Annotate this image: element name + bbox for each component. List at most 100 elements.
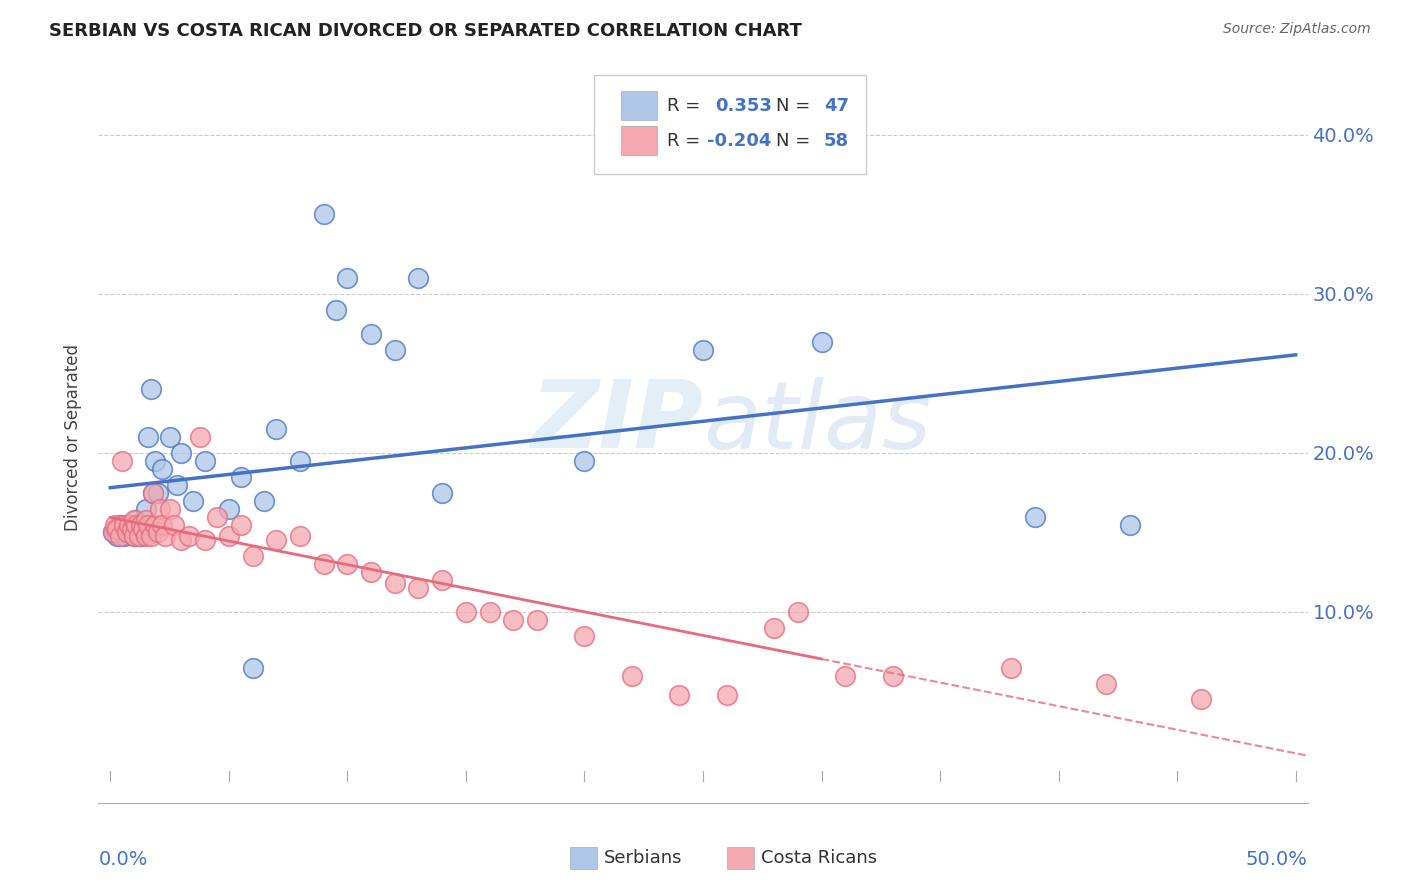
Point: [834, 668, 856, 682]
Point: [716, 688, 738, 702]
Point: [159, 430, 181, 444]
Text: Serbians: Serbians: [603, 848, 682, 867]
Point: [136, 430, 159, 444]
Point: [146, 485, 169, 500]
Point: [288, 529, 311, 543]
Point: [142, 485, 165, 500]
Point: [1024, 509, 1046, 524]
Point: [288, 454, 311, 468]
Point: [143, 454, 166, 468]
Point: [242, 549, 264, 564]
Point: [108, 517, 131, 532]
Point: [668, 688, 690, 702]
Point: [253, 493, 276, 508]
Point: [692, 343, 714, 357]
Point: [128, 529, 150, 543]
Point: [264, 533, 287, 548]
FancyBboxPatch shape: [621, 126, 657, 155]
Point: [163, 517, 186, 532]
Point: [101, 525, 124, 540]
Point: [118, 517, 141, 532]
FancyBboxPatch shape: [595, 75, 866, 174]
Point: [108, 529, 131, 543]
Point: [478, 605, 501, 619]
Point: [574, 629, 596, 643]
Point: [1119, 517, 1142, 532]
Text: R =: R =: [666, 96, 700, 115]
Point: [177, 529, 200, 543]
Point: [146, 525, 169, 540]
Point: [139, 529, 162, 543]
Point: [360, 566, 382, 580]
Point: [115, 517, 138, 532]
Point: [810, 334, 832, 349]
Point: [574, 454, 596, 468]
Point: [384, 576, 406, 591]
Point: [194, 533, 217, 548]
Point: [129, 529, 152, 543]
Point: [312, 207, 335, 221]
Point: [118, 517, 141, 532]
Point: [122, 513, 145, 527]
Point: [153, 529, 176, 543]
Point: [115, 525, 138, 540]
Point: [312, 558, 335, 572]
Point: [190, 430, 212, 444]
Point: [786, 605, 808, 619]
Point: [1000, 660, 1022, 674]
Point: [1189, 692, 1212, 706]
Point: [218, 529, 240, 543]
Point: [122, 529, 145, 543]
Point: [384, 343, 406, 357]
Text: 50.0%: 50.0%: [1246, 850, 1308, 870]
FancyBboxPatch shape: [569, 847, 596, 869]
Text: SERBIAN VS COSTA RICAN DIVORCED OR SEPARATED CORRELATION CHART: SERBIAN VS COSTA RICAN DIVORCED OR SEPAR…: [49, 22, 801, 40]
Point: [105, 529, 128, 543]
Point: [104, 517, 127, 532]
Point: [170, 446, 193, 460]
Text: -0.204: -0.204: [707, 132, 770, 150]
Text: N =: N =: [776, 132, 810, 150]
Point: [1095, 676, 1118, 690]
Text: 47: 47: [824, 96, 849, 115]
Text: ZIP: ZIP: [530, 376, 703, 468]
Text: atlas: atlas: [703, 377, 931, 468]
Point: [122, 529, 145, 543]
Point: [159, 501, 181, 516]
FancyBboxPatch shape: [727, 847, 754, 869]
Point: [432, 485, 454, 500]
Point: [152, 462, 174, 476]
Point: [325, 302, 347, 317]
Point: [135, 529, 157, 543]
Point: [114, 529, 136, 543]
Point: [882, 668, 904, 682]
Point: [114, 517, 136, 532]
Text: N =: N =: [776, 96, 810, 115]
Point: [129, 517, 152, 532]
Point: [128, 522, 150, 536]
Point: [122, 517, 145, 532]
Text: 0.0%: 0.0%: [98, 850, 148, 870]
Point: [360, 326, 382, 341]
Point: [111, 454, 134, 468]
Y-axis label: Divorced or Separated: Divorced or Separated: [65, 343, 83, 531]
Point: [408, 581, 430, 595]
Point: [115, 522, 138, 536]
Point: [136, 517, 159, 532]
Point: [170, 533, 193, 548]
Point: [139, 383, 162, 397]
Point: [121, 522, 143, 536]
Point: [105, 522, 128, 536]
Point: [620, 668, 643, 682]
Point: [132, 525, 155, 540]
Point: [229, 517, 252, 532]
Point: [121, 525, 143, 540]
Text: 58: 58: [824, 132, 849, 150]
Point: [264, 422, 287, 436]
Point: [135, 501, 157, 516]
Point: [432, 573, 454, 587]
Point: [242, 660, 264, 674]
Point: [143, 517, 166, 532]
Point: [454, 605, 477, 619]
Point: [205, 509, 228, 524]
